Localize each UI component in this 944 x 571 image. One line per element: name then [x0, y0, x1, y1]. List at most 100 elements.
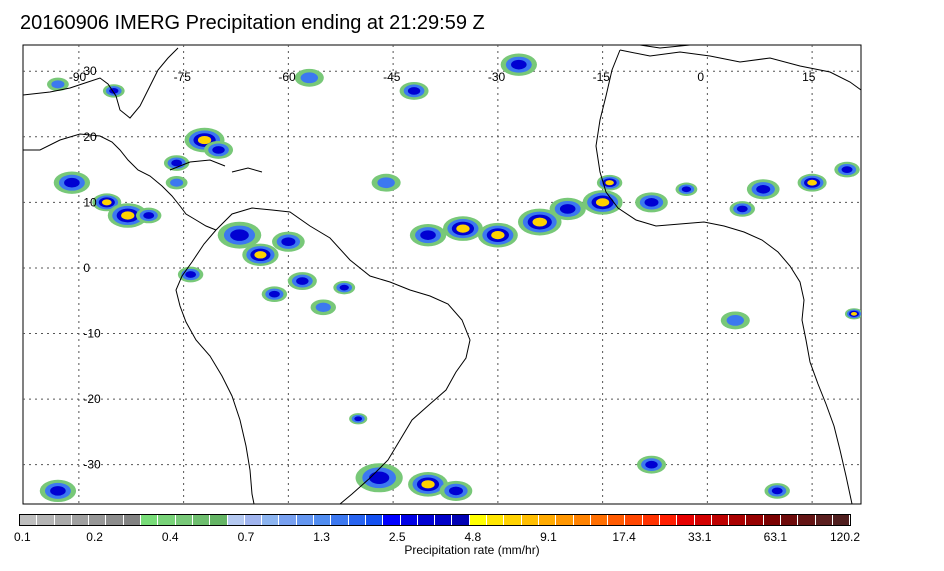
precip-cell	[163, 155, 190, 171]
precip-contour	[254, 251, 267, 259]
precip-cell	[477, 222, 518, 248]
precip-cell	[720, 311, 750, 330]
precip-cell	[729, 201, 755, 217]
colorbar-swatch	[141, 515, 159, 525]
coastline-africa	[595, 49, 853, 504]
colorbar-tick-label: 1.3	[313, 530, 330, 544]
precip-cell	[439, 480, 473, 501]
colorbar-swatch	[815, 515, 833, 525]
colorbar-swatch	[227, 515, 245, 525]
precip-contour	[421, 480, 435, 489]
colorbar-swatch	[625, 515, 643, 525]
colorbar-swatch	[504, 515, 522, 525]
coastline-north-africa	[619, 49, 861, 91]
coastline-cuba	[169, 159, 226, 171]
colorbar-swatch	[331, 515, 349, 525]
precip-contour	[807, 179, 817, 186]
colorbar-swatch	[435, 515, 453, 525]
coastline-gulf	[23, 47, 179, 119]
precip-contour	[595, 198, 610, 207]
colorbar-swatch	[244, 515, 263, 525]
colorbar-swatch	[573, 515, 591, 525]
lat-tick-label: 30	[83, 64, 97, 78]
precip-cell	[287, 272, 317, 290]
colorbar-swatch	[175, 515, 193, 525]
precip-cell	[834, 161, 860, 178]
precip-cell	[135, 207, 162, 224]
lon-tick-label: -15	[593, 70, 611, 84]
lon-tick-label: 15	[802, 70, 816, 84]
lat-tick-label: 20	[83, 130, 97, 144]
precip-contour	[726, 315, 745, 326]
lat-tick-label: -20	[83, 392, 101, 406]
colorbar-swatch	[123, 515, 142, 525]
precip-contour	[143, 212, 155, 219]
colorbar-swatch	[279, 515, 297, 525]
colorbar-swatch	[469, 515, 488, 525]
precip-contour	[511, 59, 527, 70]
precip-contour	[456, 224, 470, 233]
colorbar-swatch	[192, 515, 211, 525]
coastline-hispaniola	[231, 167, 263, 173]
precip-cell	[47, 77, 69, 92]
precip-contour	[407, 87, 421, 95]
precip-cell	[764, 483, 790, 499]
precip-cell	[261, 286, 288, 302]
precip-contour	[121, 211, 135, 220]
precip-cell	[675, 182, 698, 196]
lon-tick-label: -45	[383, 70, 401, 84]
colorbar-swatch	[158, 515, 176, 525]
colorbar-tick-label: 17.4	[612, 530, 636, 544]
precip-cell	[408, 472, 449, 497]
precip-cell	[102, 84, 125, 98]
colorbar-swatch	[694, 515, 712, 525]
colorbar-swatch	[365, 515, 384, 525]
colorbar-swatch	[642, 515, 660, 525]
colorbar-swatch	[314, 515, 332, 525]
precip-cell	[517, 208, 562, 236]
precip-cell	[355, 463, 403, 493]
precip-contour	[281, 237, 296, 247]
colorbar-swatch	[400, 515, 418, 525]
colorbar-tick-label: 33.1	[688, 530, 712, 544]
colorbar-swatch	[798, 515, 816, 525]
colorbar-swatch	[677, 515, 695, 525]
precip-cell	[500, 53, 537, 76]
colorbar-tick-label: 4.8	[464, 530, 482, 544]
lon-tick-label: -75	[174, 70, 192, 84]
precip-contour	[171, 159, 183, 167]
precip-contour	[369, 471, 390, 484]
precip-contour	[756, 184, 771, 194]
colorbar-swatch	[659, 515, 678, 525]
precip-cell	[582, 190, 623, 215]
colorbar-swatch	[210, 515, 228, 525]
colorbar-swatch	[348, 515, 366, 525]
precip-cell	[549, 197, 586, 221]
colorbar-title: Precipitation rate (mm/hr)	[404, 543, 540, 557]
precip-cell	[294, 68, 324, 87]
colorbar-tick-label: 9.1	[540, 530, 557, 544]
coastlines	[23, 45, 861, 504]
colorbar-tick-label: 2.5	[388, 530, 406, 544]
colorbar-swatch	[383, 515, 401, 525]
colorbar-swatch	[746, 515, 764, 525]
precip-contour	[644, 198, 659, 207]
colorbar-swatch	[417, 515, 436, 525]
precip-cell	[442, 216, 483, 241]
precip-contour	[448, 486, 463, 496]
precip-contour	[339, 284, 349, 291]
lon-tick-label: -90	[69, 70, 87, 84]
lon-tick-label: -30	[488, 70, 506, 84]
precip-contour	[212, 146, 225, 154]
precip-contour	[300, 72, 319, 84]
precip-contour	[170, 178, 184, 187]
axis-labels: -90 -75 -60 -45 -30 -15 0 15 30 20 10 0 -10 -20 -30	[69, 64, 816, 471]
precip-contour	[268, 290, 280, 298]
colorbar-swatch	[711, 515, 730, 525]
lat-tick-label: 0	[83, 261, 90, 275]
precip-contour	[645, 460, 658, 469]
precip-contour	[101, 199, 112, 206]
colorbar	[19, 514, 851, 526]
precip-contour	[841, 166, 853, 173]
precip-contour	[681, 186, 692, 193]
